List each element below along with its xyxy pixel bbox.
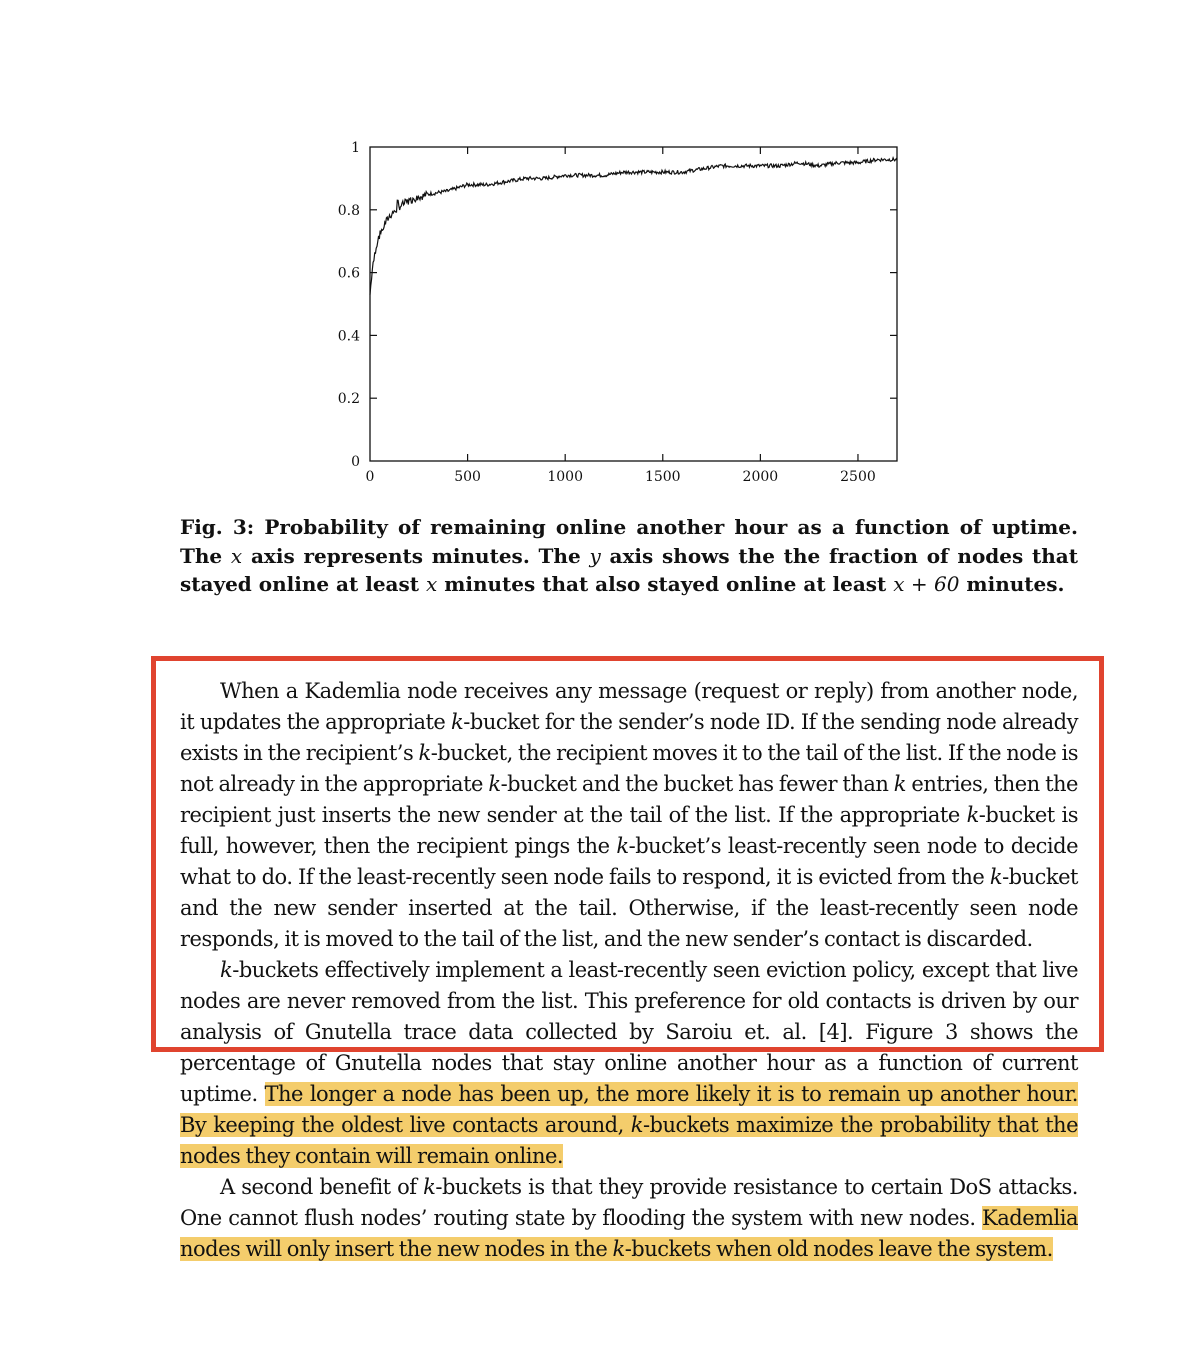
series-line [369, 155, 898, 295]
x-tick-label: 2500 [840, 469, 876, 485]
y-tick-label: 0.2 [338, 391, 360, 407]
x-tick-label: 500 [454, 469, 481, 485]
uptime-probability-chart: 0 500 1000 1500 2000 2500 0 0.2 0.4 0.6 0.8 1 [338, 140, 898, 485]
x-tick-label: 1000 [547, 469, 583, 485]
highlight-kbucket-benefit: By keeping the oldest live contacts arou… [180, 1113, 1079, 1168]
highlight-uptime-claim: The longer a node has been up, the more … [264, 1082, 1078, 1106]
x-tick-label: 1500 [645, 469, 681, 485]
y-tick-label: 0.8 [338, 203, 360, 219]
y-tick-label: 0 [351, 454, 360, 470]
x-tick-label: 2000 [743, 469, 779, 485]
axis-ticks [370, 147, 897, 461]
y-tick-label: 0.6 [338, 266, 360, 282]
paragraph-1: When a Kademlia node receives any messag… [180, 679, 1079, 951]
body-text: When a Kademlia node receives any messag… [180, 676, 1079, 1265]
y-tick-label: 0.4 [338, 328, 360, 344]
caption-label: Fig. 3: [180, 515, 255, 539]
plot-frame [369, 146, 898, 462]
axis-tick-labels: 0 500 1000 1500 2000 2500 0 0.2 0.4 0.6 0.8 1 [338, 140, 876, 485]
figure-caption: Fig. 3: Probability of remaining online … [180, 515, 1078, 596]
y-tick-label: 1 [351, 140, 360, 156]
paragraph-2: k-buckets effectively implement a least-… [180, 958, 1079, 1168]
paragraph-3: A second benefit of k-buckets is that th… [180, 1175, 1079, 1261]
x-tick-label: 0 [366, 469, 375, 485]
